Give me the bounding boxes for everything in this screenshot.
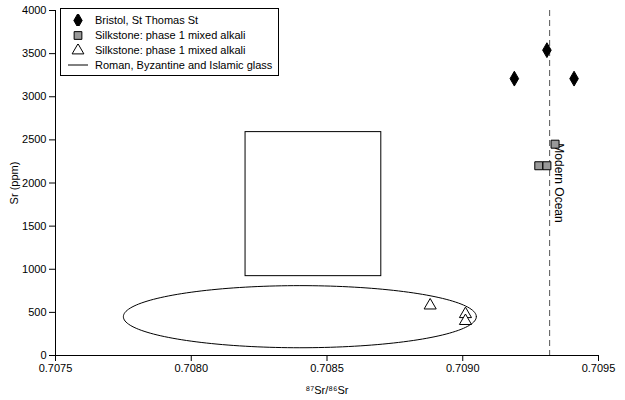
svg-text:2500: 2500: [22, 133, 46, 145]
svg-text:500: 500: [28, 306, 46, 318]
svg-text:3000: 3000: [22, 90, 46, 102]
svg-text:0: 0: [40, 349, 46, 361]
svg-text:0.7090: 0.7090: [446, 362, 480, 374]
html-text:Silkstone: phase 1 mixed alkal: Silkstone: phase 1 mixed alkali: [95, 28, 246, 41]
svg-text:Modern Ocean: Modern Ocean: [552, 143, 566, 222]
svg-text:0.7085: 0.7085: [310, 362, 344, 374]
svg-text:4000: 4000: [22, 4, 46, 16]
svg-text:0.7080: 0.7080: [174, 362, 208, 374]
svg-text:Sr (ppm): Sr (ppm): [8, 162, 20, 205]
html-text:Silkstone: phase 1 mixed alkal: Silkstone: phase 1 mixed alkali: [95, 43, 246, 56]
svg-text:3500: 3500: [22, 47, 46, 59]
svg-text:1000: 1000: [22, 263, 46, 275]
svg-text:⁸⁷Sr/⁸⁶Sr: ⁸⁷Sr/⁸⁶Sr: [306, 384, 349, 396]
svg-text:2000: 2000: [22, 177, 46, 189]
svg-text:0.7095: 0.7095: [582, 362, 616, 374]
html-text:Bristol, St Thomas St: Bristol, St Thomas St: [95, 13, 199, 26]
svg-text:0.7075: 0.7075: [39, 362, 73, 374]
svg-text:1500: 1500: [22, 220, 46, 232]
html-text:Roman, Byzantine and Islamic g: Roman, Byzantine and Islamic glass: [95, 58, 273, 71]
